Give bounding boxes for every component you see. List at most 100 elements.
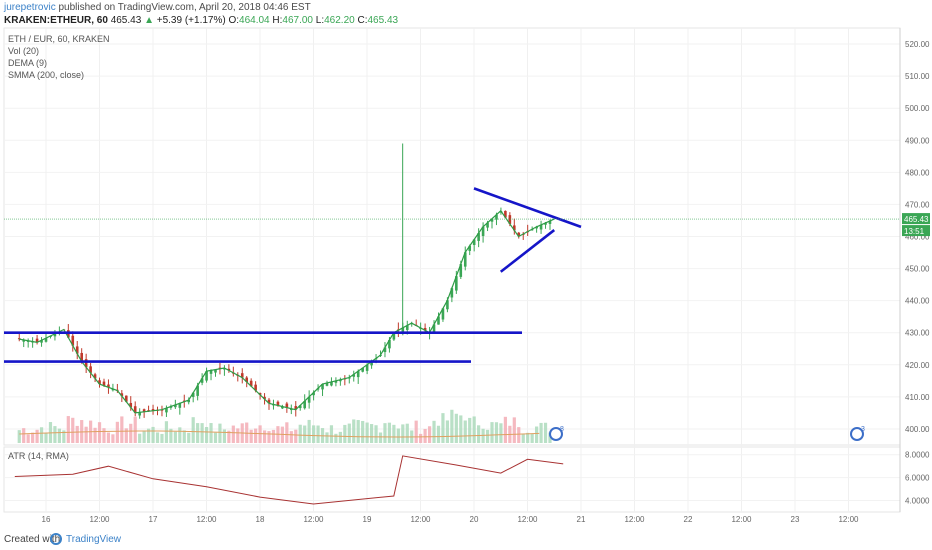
- volume-bar: [169, 428, 173, 443]
- volume-bar: [472, 416, 476, 443]
- volume-bar: [222, 429, 227, 443]
- candle-body: [200, 378, 204, 383]
- tradingview-link[interactable]: TradingView: [66, 534, 122, 545]
- last-price: 465.43: [110, 15, 142, 26]
- created-with-text: Created with: [4, 534, 61, 545]
- volume-bar: [499, 423, 503, 443]
- volume-bar: [173, 431, 177, 443]
- countdown-badge: [902, 225, 930, 237]
- volume-bar: [312, 425, 316, 443]
- footer: Created with TradingView: [0, 530, 932, 550]
- volume-bar: [387, 422, 392, 443]
- time-tick-label: 12:00: [410, 515, 431, 524]
- volume-bar: [262, 430, 267, 443]
- candle-body: [513, 225, 516, 231]
- candle-body: [312, 392, 315, 396]
- volume-bar: [503, 416, 507, 443]
- candle-body: [330, 381, 333, 386]
- candle-body: [254, 384, 257, 391]
- volume-bar: [378, 432, 383, 443]
- event-marker-label: 8: [560, 426, 564, 433]
- atr-tick-label: 6.0000: [905, 474, 930, 483]
- volume-bar: [352, 419, 356, 443]
- price-tick-label: 430.00: [905, 329, 930, 338]
- price-tick-label: 460.00: [905, 233, 930, 242]
- candle-body: [276, 401, 280, 406]
- time-tick-label: 12:00: [196, 515, 217, 524]
- candle-body: [120, 393, 124, 397]
- smma-legend[interactable]: SMMA (200, close): [8, 70, 85, 80]
- volume-bar: [191, 417, 195, 443]
- time-tick-label: 20: [470, 515, 479, 524]
- candle-body: [281, 406, 284, 409]
- candle-body: [249, 380, 253, 387]
- volume-bar: [75, 425, 79, 443]
- price-tick-label: 490.00: [905, 136, 930, 145]
- low-label: L:: [315, 15, 325, 26]
- volume-bar: [289, 431, 293, 443]
- candle-body: [22, 339, 26, 342]
- volume-bar: [187, 432, 191, 443]
- triangle-upper-line: [473, 187, 582, 229]
- vol-legend[interactable]: Vol (20): [8, 46, 40, 56]
- tradingview-logo-icon: [50, 533, 62, 545]
- volume-bar: [432, 420, 436, 443]
- candle-body: [89, 366, 92, 373]
- volume-bar: [450, 409, 454, 443]
- volume-bar: [423, 428, 427, 443]
- candle-body: [53, 333, 57, 337]
- volume-bar: [356, 420, 360, 443]
- volume-bar: [521, 433, 525, 443]
- volume-bar: [490, 422, 494, 443]
- volume-bar: [97, 422, 102, 443]
- chart-title: ETH / EUR, 60, KRAKEN: [8, 34, 110, 44]
- candle-body: [240, 373, 244, 378]
- candle-body: [267, 399, 271, 404]
- volume-bar: [151, 426, 155, 443]
- candle-body: [352, 374, 356, 377]
- candle-body: [71, 335, 75, 346]
- volume-bar: [236, 428, 240, 443]
- time-tick-label: 12:00: [517, 515, 538, 524]
- volume-bar: [543, 422, 548, 443]
- author-link[interactable]: jurepetrovic: [4, 2, 56, 13]
- candle-body: [432, 324, 436, 334]
- time-tick-label: 17: [149, 515, 158, 524]
- candle-body: [138, 412, 141, 416]
- volume-bar: [129, 423, 133, 443]
- candle-body: [40, 340, 43, 343]
- candle-body: [472, 239, 476, 246]
- volume-bar: [249, 429, 253, 443]
- candle-body: [365, 364, 369, 371]
- volume-bar: [204, 427, 209, 443]
- volume-bar: [445, 420, 450, 443]
- volume-bar: [343, 424, 347, 443]
- volume-bar: [414, 420, 418, 443]
- price-chart[interactable]: 16 12:00 17 12:00 18 12:00 19 12:00 20 12:00 21 12:…: [0, 0, 932, 530]
- time-tick-label: 12:00: [838, 515, 859, 524]
- candle-body: [548, 220, 552, 224]
- volume-bar: [535, 426, 539, 443]
- atr-legend[interactable]: ATR (14, RMA): [8, 451, 69, 461]
- last-price-label: 465.43: [904, 215, 929, 224]
- candle-body: [388, 339, 391, 349]
- volume-bar: [138, 433, 142, 443]
- candle-body: [75, 346, 79, 354]
- price-tick-label: 400.00: [905, 425, 930, 434]
- candle-body: [517, 232, 521, 237]
- atr-tick-label: 4.0000: [905, 497, 930, 506]
- dema-legend[interactable]: DEMA (9): [8, 58, 48, 68]
- volume-bar: [347, 423, 351, 443]
- volume-bar: [178, 427, 182, 443]
- volume-bar: [164, 421, 169, 443]
- volume-bar: [44, 433, 48, 443]
- price-tick-label: 480.00: [905, 168, 930, 177]
- volume-bar: [106, 432, 111, 443]
- candle-body: [174, 404, 177, 408]
- candle-body: [361, 367, 364, 372]
- countdown-label: 13:51: [904, 227, 925, 236]
- volume-bar: [512, 417, 516, 443]
- candle-body: [303, 401, 306, 409]
- candle-body: [187, 399, 191, 403]
- volume-bar: [405, 423, 409, 443]
